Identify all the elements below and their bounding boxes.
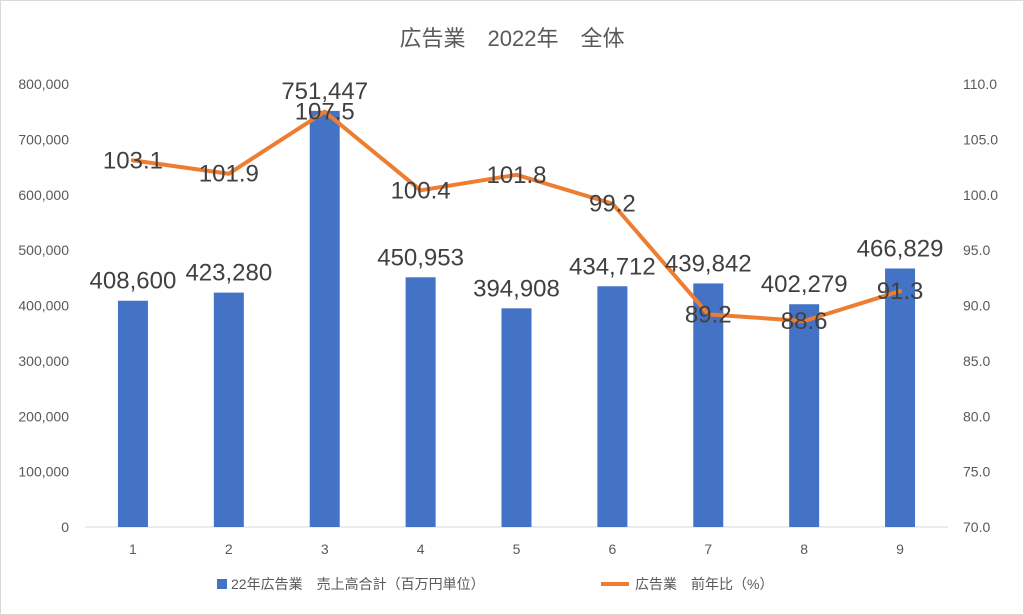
- y-right-tick-label: 70.0: [963, 519, 990, 535]
- bar: [693, 283, 724, 527]
- y-right-tick-label: 80.0: [963, 408, 990, 424]
- line-point: [130, 158, 135, 163]
- x-tick-label: 2: [225, 541, 233, 557]
- y-right-tick-label: 105.0: [963, 131, 998, 147]
- bar-value-label: 466,829: [857, 235, 944, 262]
- line-point: [226, 171, 231, 176]
- y-right-tick-label: 100.0: [963, 187, 998, 203]
- bar-value-label: 423,280: [185, 260, 272, 287]
- y-right-tick-label: 110.0: [963, 76, 997, 92]
- line-value-label: 91.3: [877, 278, 924, 305]
- x-tick-label: 4: [417, 541, 425, 557]
- bar-value-label: 434,712: [569, 253, 656, 280]
- y-left-tick-label: 200,000: [18, 408, 69, 424]
- y-left-tick-label: 500,000: [18, 242, 69, 258]
- line-value-label: 89.2: [685, 301, 732, 328]
- y-left-tick-label: 300,000: [18, 353, 69, 369]
- line-value-label: 99.2: [589, 191, 636, 218]
- x-tick-label: 9: [896, 541, 904, 557]
- y-left-tick-label: 600,000: [18, 187, 69, 203]
- y-right-tick-label: 85.0: [963, 353, 990, 369]
- x-axis: 1 2 3 4 5 6 7 8 9: [129, 541, 904, 557]
- legend-bar-label: 22年広告業 売上高合計（百万円単位）: [231, 576, 485, 592]
- y-left-tick-label: 0: [61, 519, 69, 535]
- line-point: [706, 312, 711, 317]
- bar-value-label: 751,447: [281, 78, 368, 105]
- line-value-label: 103.1: [103, 147, 163, 174]
- line-value-label: 101.8: [486, 162, 546, 189]
- x-tick-label: 3: [321, 541, 329, 557]
- line-series: [130, 109, 903, 324]
- line-value-label: 107.5: [295, 99, 355, 126]
- bar: [597, 286, 628, 527]
- bar-value-label: 439,842: [665, 250, 752, 277]
- bar: [885, 268, 916, 527]
- bar-series: [117, 110, 916, 527]
- y-right-tick-label: 75.0: [963, 464, 990, 480]
- line-point: [418, 188, 423, 193]
- legend: 22年広告業 売上高合計（百万円単位） 広告業 前年比（%）: [217, 576, 773, 592]
- x-tick-label: 6: [608, 541, 616, 557]
- legend-bar-swatch: [217, 579, 227, 589]
- line-point: [514, 172, 519, 177]
- y-left-tick-label: 400,000: [18, 298, 69, 314]
- bar-value-label: 408,600: [90, 268, 177, 295]
- y-axis-right: 70.0 75.0 80.0 85.0 90.0 95.0 100.0 105.0 110.0: [963, 76, 998, 535]
- bar: [501, 308, 532, 527]
- line-point: [322, 109, 327, 114]
- x-tick-label: 8: [800, 541, 808, 557]
- y-left-tick-label: 100,000: [18, 464, 69, 480]
- y-right-tick-label: 95.0: [963, 242, 990, 258]
- y-left-tick-label: 800,000: [18, 76, 69, 92]
- line-point: [898, 289, 903, 294]
- line-point: [802, 319, 807, 324]
- line-value-label: 101.9: [199, 161, 259, 188]
- chart-title: 広告業 2022年 全体: [400, 26, 625, 51]
- y-right-tick-label: 90.0: [963, 298, 990, 314]
- x-tick-label: 1: [129, 541, 137, 557]
- line-point: [610, 201, 615, 206]
- x-tick-label: 5: [513, 541, 521, 557]
- bar-data-labels: 408,600 423,280 751,447 450,953 394,908 434,7…: [90, 78, 944, 302]
- bar: [405, 277, 436, 527]
- bar-value-label: 450,953: [377, 244, 464, 271]
- bar: [213, 292, 244, 527]
- bar: [117, 300, 148, 527]
- legend-line-label: 広告業 前年比（%）: [635, 576, 773, 592]
- line-data-labels: 103.1 101.9 107.5 100.4 101.8 99.2 89.2 88.6 91.…: [103, 99, 924, 335]
- bar-value-label: 402,279: [761, 271, 848, 298]
- y-left-tick-label: 700,000: [18, 131, 69, 147]
- bar: [309, 110, 340, 527]
- bar-value-label: 394,908: [473, 275, 560, 302]
- line-value-label: 100.4: [391, 177, 451, 204]
- y-axis-left: 0 100,000 200,000 300,000 400,000 500,000 600,…: [18, 76, 69, 535]
- x-tick-label: 7: [704, 541, 712, 557]
- bar: [789, 304, 820, 527]
- line-value-label: 88.6: [781, 308, 828, 335]
